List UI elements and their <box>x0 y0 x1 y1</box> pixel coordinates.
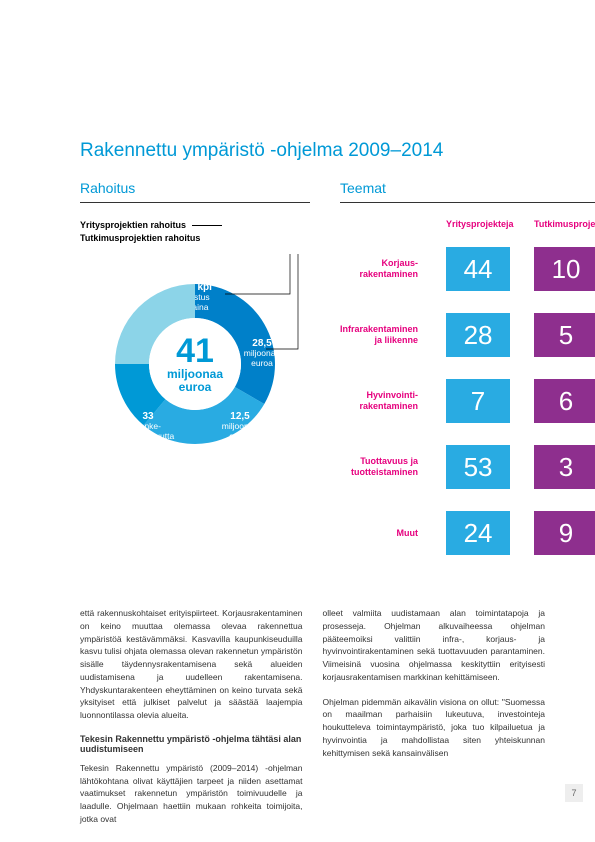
page-container: Rakennettu ympäristö -ohjelma 2009–2014 … <box>0 0 595 842</box>
themes-header-row: Yritysprojekteja Tutkimusprojekteja <box>340 219 595 229</box>
col-header-2: Tutkimusprojekteja <box>534 219 595 229</box>
theme-row: Tuottavuus jatuotteistaminen 53 3 <box>340 445 595 489</box>
body-text-columns: että rakennuskohtaiset erityispiirteet. … <box>80 607 545 826</box>
count-box-research: 6 <box>534 379 595 423</box>
divider <box>80 202 310 203</box>
count-box-company: 44 <box>446 247 510 291</box>
page-title: Rakennettu ympäristö -ohjelma 2009–2014 <box>80 140 545 162</box>
body-p3: olleet valmiita uudistamaan alan toimint… <box>323 607 546 684</box>
theme-row: Korjaus-rakentaminen 44 10 <box>340 247 595 291</box>
count-box-research: 9 <box>534 511 595 555</box>
two-column-top: Rahoitus Yritysprojektien rahoitus Tutki… <box>80 180 545 577</box>
count-box-company: 53 <box>446 445 510 489</box>
themes-column: Teemat Yritysprojekteja Tutkimusprojekte… <box>340 180 595 577</box>
theme-label: Tuottavuus jatuotteistaminen <box>340 456 422 478</box>
theme-row: Hyvinvointi-rakentaminen 76 <box>340 379 595 423</box>
body-subhead: Tekesin Rakennettu ympäristö -ohjelma tä… <box>80 734 303 754</box>
body-p1: että rakennuskohtaiset erityispiirteet. … <box>80 607 303 722</box>
funding-heading: Rahoitus <box>80 180 310 196</box>
count-box-company: 28 <box>446 313 510 357</box>
leader-line <box>225 254 290 294</box>
funding-column: Rahoitus Yritysprojektien rahoitus Tutki… <box>80 180 310 577</box>
theme-label: Muut <box>340 528 422 539</box>
count-box-research: 5 <box>534 313 595 357</box>
theme-label: Hyvinvointi-rakentaminen <box>340 390 422 412</box>
count-box-research: 10 <box>534 247 595 291</box>
chart-legend: Yritysprojektien rahoitus Tutkimusprojek… <box>80 219 310 244</box>
theme-row: Infrarakentaminenja liikenne 28 5 <box>340 313 595 357</box>
leader-line <box>266 254 298 349</box>
theme-row: Muut 24 9 <box>340 511 595 555</box>
donut-center-value: 41 <box>176 332 214 370</box>
body-p4: Ohjelman pidemmän aikavälin visiona on o… <box>323 696 546 760</box>
donut-chart: 156 kplavustusja laina28,5miljoonaaeuroa… <box>90 254 300 464</box>
theme-label: Infrarakentaminenja liikenne <box>340 324 422 346</box>
theme-label: Korjaus-rakentaminen <box>340 258 422 280</box>
body-p2: Tekesin Rakennettu ympäristö (2009–2014)… <box>80 762 303 826</box>
count-box-company: 7 <box>446 379 510 423</box>
col-header-1: Yritysprojekteja <box>446 219 510 229</box>
count-box-research: 3 <box>534 445 595 489</box>
body-col-right: olleet valmiita uudistamaan alan toimint… <box>323 607 546 826</box>
divider <box>340 202 595 203</box>
theme-rows-container: Korjaus-rakentaminen 44 10 Infrarakentamine… <box>340 247 595 555</box>
themes-heading: Teemat <box>340 180 595 196</box>
body-col-left: että rakennuskohtaiset erityispiirteet. … <box>80 607 303 826</box>
page-number: 7 <box>565 784 583 802</box>
count-box-company: 24 <box>446 511 510 555</box>
legend-line-1: Yritysprojektien rahoitus <box>80 219 186 232</box>
legend-dash-icon <box>192 225 222 226</box>
legend-line-2: Tutkimusprojektien rahoitus <box>80 233 200 243</box>
